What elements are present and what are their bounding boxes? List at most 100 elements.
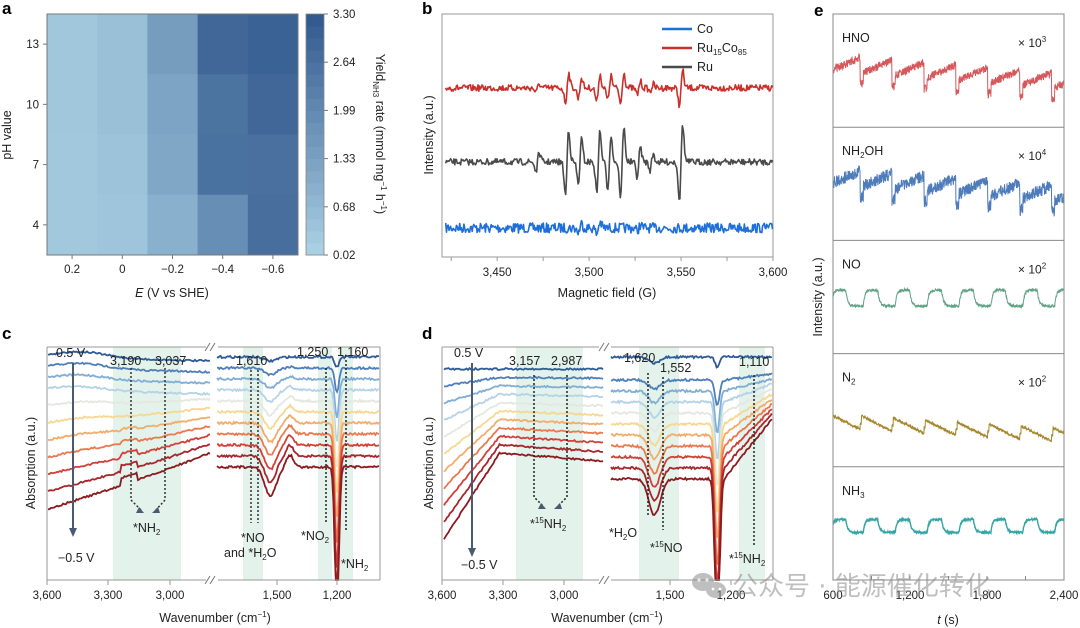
colorbar-step (306, 98, 324, 111)
d-nh2-dotted-lines (533, 375, 568, 508)
ir-curve-right-1 (217, 365, 380, 394)
y-tick-label: 10 (26, 99, 39, 111)
x-tick-label: 3,300 (489, 590, 518, 602)
c-no-dotted-lines (250, 370, 259, 523)
y-tick-label: 7 (33, 160, 39, 172)
ir-curve-left-8 (47, 433, 211, 476)
c-label-no-line1: *NO (241, 531, 265, 545)
colorbar-tick-label: 1.33 (333, 154, 355, 166)
d-label-15nh2b: *15NH2 (729, 551, 766, 568)
ir-curve-left-2 (443, 384, 604, 405)
d-spectra (443, 354, 773, 581)
d-x-axis-label: Wavenumber (cm−1) (551, 610, 662, 625)
ir-curve-right-10 (610, 418, 773, 581)
heatmap-cell (47, 14, 98, 75)
e-species-labels: HNO × 103 NH2OH × 104 NO × 102 N2 × 102 NH3 (842, 31, 1047, 500)
heatmap-cell (247, 14, 299, 75)
b-x-ticks: 3,450 3,500 3,550 3,600 (450, 257, 788, 279)
d-potential-bottom: −0.5 V (461, 558, 498, 572)
c-x-ticks: 3,600 3,300 3,000 1,500 1,200 (33, 580, 352, 602)
x-tick-label: 3,450 (483, 267, 512, 279)
heatmap-cell (97, 194, 148, 256)
colorbar-frame (305, 13, 325, 256)
ir-curve-right-8 (610, 408, 773, 581)
colorbar-step (306, 26, 324, 39)
colorbar-tick-label: 3.30 (333, 9, 355, 21)
x-tick-label: 1,500 (656, 590, 685, 602)
c-arrowhead (69, 528, 77, 537)
b-x-axis-label: Magnetic field (G) (558, 286, 657, 300)
plot-frame-b (441, 13, 774, 258)
d-peak-3157: 3,157 (509, 354, 540, 368)
watermark-text: 公众号 · 能源催化转化 (732, 572, 991, 602)
heatmap-cell (147, 194, 199, 256)
d-peak-1620: 1,620 (624, 351, 655, 365)
panel-letter-e: e (814, 1, 823, 20)
colorbar-step (306, 14, 324, 27)
colorbar-step (306, 230, 324, 244)
colorbar-tick-label: 0.68 (333, 202, 355, 214)
ir-curve-left-1 (47, 361, 211, 374)
e-species-label: NH3 (842, 484, 865, 500)
heatmap-cell (247, 134, 299, 196)
c-peak-1160: 1,160 (337, 345, 368, 359)
epr-line-ru15co85 (444, 68, 774, 109)
epr-spectra (444, 68, 774, 237)
e-species-label: HNO (842, 31, 870, 45)
ir-curve-left-6 (47, 416, 211, 442)
colorbar-tick-label: 1.99 (333, 105, 355, 117)
colorbar-step (306, 170, 324, 184)
c-band-no (243, 347, 263, 580)
heatmap-cells (47, 14, 299, 256)
ir-curve-left-7 (443, 426, 604, 490)
x-tick-label: 600 (823, 590, 842, 602)
c-axis-break (204, 342, 216, 585)
x-tick-label: 1,200 (323, 590, 352, 602)
ir-curve-right-9 (610, 412, 773, 581)
c-axes (46, 342, 381, 585)
heatmap-cell (47, 194, 98, 256)
panel-e: e HNO × 103 NH2OH × 104 NO × 102 N2 × 102 NH3 60… (811, 1, 1078, 627)
d-nh2-arrowheads (538, 503, 562, 509)
colorbar-step (306, 50, 324, 63)
e-species-label: NO (842, 257, 861, 271)
d-arrowhead (468, 548, 476, 557)
legend-label-ru15co85: Ru15Co85 (697, 41, 747, 57)
ir-curve-left-2 (47, 372, 210, 385)
c-band-no2 (318, 347, 332, 580)
colorbar-step (306, 242, 324, 256)
d-no-dotted-lines (647, 373, 664, 530)
colorbar-tick-label: 2.64 (333, 57, 356, 69)
c-potential-top: 0.5 V (56, 346, 86, 360)
heatmap-cell (147, 14, 199, 75)
x-tick-label: 1,200 (896, 590, 925, 602)
c-peak-1610: 1,610 (236, 354, 267, 368)
ir-curve-right-3 (216, 384, 380, 442)
d-peak-1552: 1,552 (660, 361, 691, 375)
ir-curve-right-3 (610, 382, 773, 460)
y-tick-label: 4 (33, 220, 40, 232)
ir-curve-right-4 (216, 394, 380, 468)
heatmap-cell (247, 194, 299, 256)
heatmap-x-ticks: 0.2 0 −0.2 −0.4 −0.6 (64, 255, 284, 276)
b-y-axis-label: Intensity (a.u.) (422, 95, 436, 174)
d-label-15nh2: *15NH2 (530, 516, 567, 533)
e-trace-nh2oh (832, 165, 1065, 217)
d-potential-top: 0.5 V (454, 346, 484, 360)
c-nh2-dotted-lines (130, 368, 166, 512)
ir-curve-left-5 (47, 406, 211, 424)
heatmap-cell (197, 14, 249, 75)
c-label-no-line2: and *H2O (224, 546, 277, 562)
e-scale-label: × 102 (1018, 375, 1047, 390)
c-label-no2: *NO2 (301, 529, 330, 545)
legend-b: Co Ru15Co85 Ru (662, 22, 747, 74)
panel-letter-c: c (2, 324, 11, 343)
heatmap-cell (97, 134, 148, 196)
heatmap-cell (197, 134, 249, 196)
heatmap-cell (47, 134, 98, 196)
heatmap-cell (97, 14, 148, 75)
ir-curve-left-10 (47, 451, 211, 511)
d-label-h2o: *H2O (609, 526, 637, 542)
x-tick-label: 3,600 (759, 267, 788, 279)
